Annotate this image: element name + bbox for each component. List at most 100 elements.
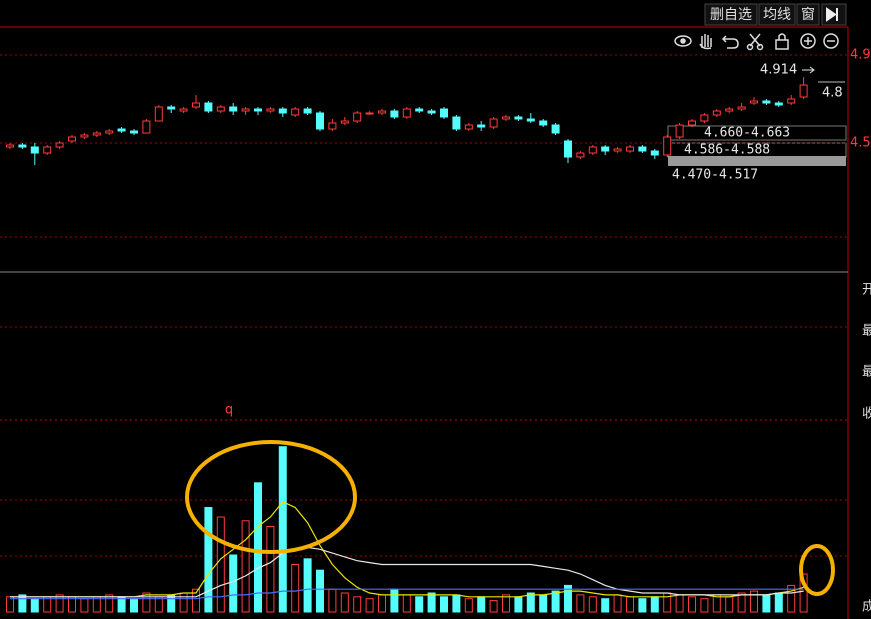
volume-bar (105, 594, 114, 613)
candle-body (192, 102, 200, 108)
candle-body (216, 106, 225, 112)
side-label: 成 (862, 600, 871, 615)
panel-label: q (225, 403, 233, 418)
volume-bar (18, 594, 27, 613)
price-label: 4.914 (760, 63, 797, 78)
candle-body (130, 130, 138, 134)
volume-bar (638, 598, 647, 613)
undo-icon[interactable] (721, 35, 739, 49)
candle-body (80, 134, 89, 138)
candle-body (266, 108, 275, 112)
candle-body (774, 102, 783, 106)
price-label: 4.8 (822, 86, 843, 101)
volume-bar (415, 596, 424, 613)
candle-body (105, 130, 114, 134)
volume-bar (291, 564, 300, 613)
volume-bar (588, 596, 597, 613)
volume-bar (514, 596, 523, 613)
candle-body (254, 108, 262, 112)
range-label: 4.586-4.588 (684, 143, 770, 158)
scissors-icon (746, 43, 754, 51)
candle-body (539, 120, 548, 126)
button-label[interactable]: 窗 (801, 6, 815, 23)
volume-bar (787, 584, 796, 613)
candle-body (6, 144, 14, 148)
side-label: 收 (862, 407, 871, 422)
candle-body (229, 106, 238, 112)
volume-bar (427, 592, 436, 613)
range-box (667, 125, 847, 141)
candle-body (452, 116, 461, 130)
range-label: 4.660-4.663 (704, 126, 790, 141)
volume-bar (464, 598, 473, 613)
candle-body (353, 112, 362, 122)
volume-bar (340, 592, 349, 613)
volume-bar (402, 594, 411, 613)
volume-bar (30, 598, 39, 613)
lock-icon[interactable] (775, 39, 789, 50)
volume-bar (688, 596, 696, 613)
candle-body (179, 108, 188, 112)
scissors-icon[interactable] (749, 33, 761, 47)
candle-body (551, 124, 560, 134)
candle-body (725, 108, 734, 112)
candle-body (303, 108, 312, 114)
candle-body (588, 146, 597, 154)
button[interactable] (704, 3, 758, 26)
volume-bar (601, 598, 610, 613)
candle-body (378, 110, 386, 114)
candle-body (241, 108, 250, 112)
volume-bar (502, 594, 510, 613)
volume-bar (626, 596, 634, 613)
side-label: 最 (862, 324, 871, 339)
candle-body (489, 118, 498, 128)
candle-body (365, 112, 374, 115)
candle-body (626, 146, 634, 152)
volume-bar (650, 596, 659, 613)
zoom-out-icon[interactable] (823, 33, 839, 49)
candle-body (55, 142, 64, 148)
candle-body (638, 146, 647, 152)
candle-body (663, 136, 672, 156)
button-label[interactable]: 均线 (763, 7, 791, 23)
candle-body (328, 122, 337, 130)
volume-bar (266, 526, 275, 613)
candle-body (650, 150, 659, 156)
zoom-in-icon (804, 37, 812, 45)
highlight-circle (185, 440, 357, 554)
button[interactable] (758, 3, 796, 26)
candle-body (142, 120, 151, 134)
volume-bar (278, 446, 287, 613)
y-tick-label: 4.99 (850, 48, 871, 63)
volume-bar (526, 592, 535, 613)
volume-bar (539, 594, 548, 613)
candle-body (514, 116, 523, 120)
volume-bar (192, 588, 200, 613)
candle-body (43, 146, 52, 154)
candle-body (502, 116, 510, 120)
volume-bar (55, 594, 64, 613)
hand-icon[interactable] (699, 34, 712, 50)
volume-bar (204, 507, 213, 613)
candle-body (291, 108, 300, 116)
candle-body (92, 132, 101, 136)
volume-bar (576, 594, 585, 613)
candle-body (154, 106, 163, 122)
side-label: 开 (862, 283, 871, 298)
volume-bar (316, 569, 324, 613)
zoom-in-icon[interactable] (800, 33, 816, 49)
volume-bar (378, 594, 386, 613)
side-panel: 开 最 最 收 成 (862, 283, 871, 615)
volume-bar (700, 598, 709, 613)
side-label: 最 (862, 365, 871, 380)
eye-icon[interactable] (674, 35, 692, 47)
candle-body (737, 106, 746, 110)
button-label[interactable]: 删自选 (710, 7, 752, 23)
candle-body (440, 108, 448, 118)
collapse-button[interactable] (821, 3, 847, 26)
candle-body (576, 152, 585, 158)
button[interactable] (796, 3, 820, 26)
volume-bar (774, 592, 783, 613)
volume-bar (489, 600, 498, 613)
